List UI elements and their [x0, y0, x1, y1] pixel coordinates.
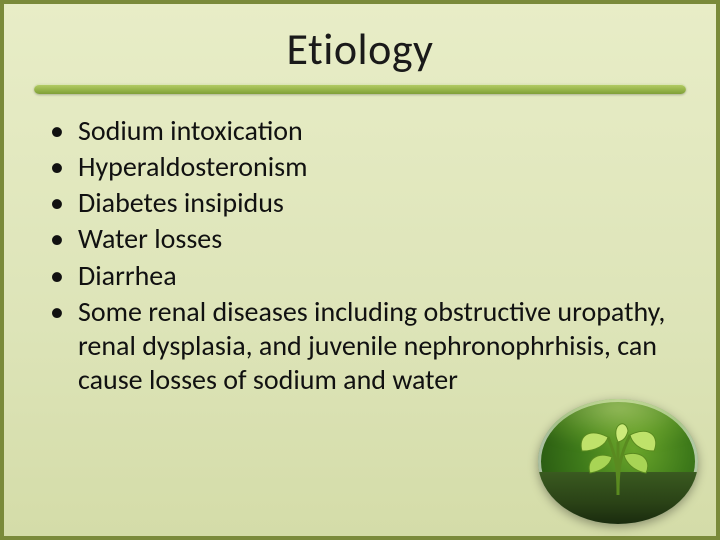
slide-title: Etiology: [34, 22, 686, 76]
list-item: Sodium intoxication: [40, 114, 676, 148]
title-divider: [34, 82, 686, 96]
list-item: Some renal diseases including obstructiv…: [40, 295, 676, 397]
list-item: Water losses: [40, 222, 676, 256]
divider-bar: [34, 84, 686, 94]
list-item: Diabetes insipidus: [40, 186, 676, 220]
list-item: Hyperaldosteronism: [40, 150, 676, 184]
seedling-icon: [568, 407, 668, 497]
slide-container: Etiology Sodium intoxication Hyperaldost…: [4, 4, 716, 536]
seedling-photo: [538, 399, 698, 524]
list-item: Diarrhea: [40, 259, 676, 293]
content-area: Sodium intoxication Hyperaldosteronism D…: [34, 114, 686, 397]
title-wrap: Etiology: [34, 22, 686, 76]
bullet-list: Sodium intoxication Hyperaldosteronism D…: [40, 114, 676, 397]
